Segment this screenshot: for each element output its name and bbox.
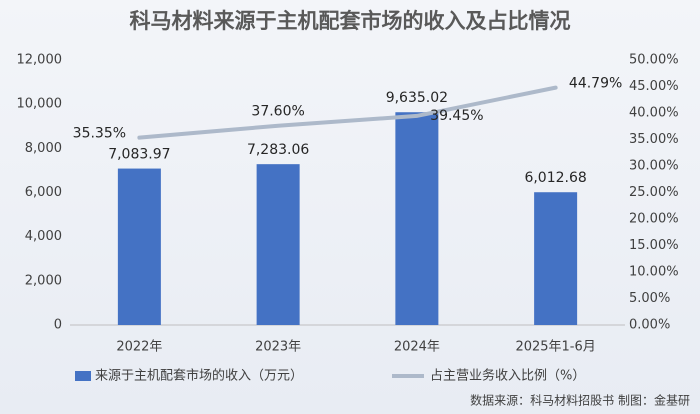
bar-value-label: 7,283.06 [247,142,309,158]
y2-tick-label: 0.00% [629,318,670,333]
y2-tick-label: 40.00% [629,106,679,121]
y2-tick-label: 50.00% [629,53,679,68]
y-tick-label: 6,000 [25,185,62,200]
legend-label: 占主营业务收入比例（%） [430,368,585,384]
bar [395,112,439,325]
bar [256,164,300,325]
x-tick-label: 2022年 [116,340,162,355]
y-tick-label: 8,000 [25,141,62,156]
bar-value-label: 9,635.02 [386,90,448,106]
x-tick-label: 2023年 [255,340,301,355]
y2-tick-label: 30.00% [629,159,679,174]
y-tick-label: 4,000 [25,229,62,244]
line-value-label: 44.79% [569,76,622,92]
y2-tick-label: 5.00% [629,291,670,306]
line-value-label: 39.45% [430,108,483,124]
legend-label: 来源于主机配套市场的收入（万元） [95,368,303,384]
line-value-label: 37.60% [251,104,304,120]
y2-tick-label: 20.00% [629,212,679,227]
chart-title: 科马材料来源于主机配套市场的收入及占比情况 [130,9,571,33]
legend-swatch [75,371,91,381]
line [137,85,558,140]
y-tick-label: 0 [54,318,62,333]
y-tick-label: 12,000 [17,53,63,68]
y2-tick-label: 35.00% [629,132,679,147]
line-value-label: 35.35% [73,126,126,142]
bar-value-label: 6,012.68 [524,170,586,186]
x-tick-label: 2024年 [394,340,440,355]
bar-value-label: 7,083.97 [108,147,170,163]
bar [117,168,161,325]
bar [534,192,578,325]
y-tick-label: 2,000 [25,273,62,288]
y2-tick-label: 15.00% [629,238,679,253]
y2-tick-label: 25.00% [629,185,679,200]
y-tick-label: 10,000 [17,97,63,112]
y2-tick-label: 45.00% [629,79,679,94]
y2-tick-label: 10.00% [629,265,679,280]
source-note: 数据来源：科马材料招股书 制图：金基研 [470,393,690,408]
x-tick-label: 2025年1-6月 [515,340,595,355]
